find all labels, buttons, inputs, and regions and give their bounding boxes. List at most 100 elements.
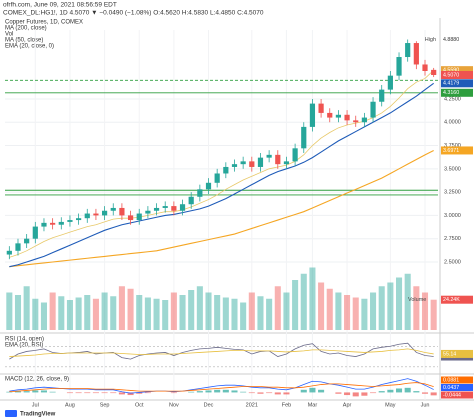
macd-hist-bar xyxy=(49,391,56,393)
macd-hist-bar xyxy=(370,392,377,394)
macd-hist-bar xyxy=(75,392,82,394)
volume-bar xyxy=(40,302,48,330)
volume-bar xyxy=(101,292,108,330)
price-badge xyxy=(441,146,473,155)
x-tick-label: Dec xyxy=(204,402,214,408)
y-tick-label: 2.7500 xyxy=(444,236,461,242)
candle-body xyxy=(422,64,428,71)
signal-line xyxy=(9,382,434,393)
volume-bar xyxy=(214,295,221,330)
macd-hist-bar xyxy=(240,391,247,393)
volume-bar xyxy=(421,292,429,330)
volume-bar xyxy=(23,286,30,330)
macd-hist-bar xyxy=(110,392,117,394)
candle-body xyxy=(214,173,220,183)
candle-body xyxy=(223,166,229,174)
candle-body xyxy=(67,220,73,222)
volume-bar xyxy=(274,286,281,330)
volume-bar xyxy=(257,296,264,330)
candle-body xyxy=(344,114,350,121)
price-badge-label: 4.3160 xyxy=(443,90,459,96)
volume-bar xyxy=(196,286,203,330)
macd-badge xyxy=(441,376,473,384)
macd-badge-label: 0.0881 xyxy=(443,377,459,383)
price-badge-label: 3.6971 xyxy=(443,148,459,154)
volume-bar xyxy=(179,295,186,330)
x-tick-label: Aug xyxy=(65,402,75,408)
volume-badge-label: 24.24K xyxy=(443,297,460,303)
volume-bar xyxy=(110,296,117,330)
candle-body xyxy=(50,222,56,225)
y-tick-label: 2.5000 xyxy=(444,259,461,265)
x-tick-label: Mar xyxy=(308,402,318,408)
macd-line xyxy=(9,378,434,394)
candle-body xyxy=(171,206,177,211)
candle-body xyxy=(275,154,281,165)
volume-bar xyxy=(144,297,151,330)
volume-bar xyxy=(188,290,195,330)
legend-entry: EMA (20, close, 0) xyxy=(5,44,54,50)
y-tick-label: 3.0000 xyxy=(444,213,461,219)
macd-hist-bar xyxy=(101,392,108,394)
rsi-ema-line xyxy=(9,348,434,357)
macd-hist-bar xyxy=(222,389,229,393)
y-tick-label: 3.5000 xyxy=(444,166,461,172)
volume-bar xyxy=(75,297,82,330)
volume-bar xyxy=(326,288,333,330)
candle-body xyxy=(292,148,298,162)
macd-hist-bar xyxy=(335,392,342,394)
volume-bar xyxy=(127,288,134,330)
rsi-ema-title: EMA (20, RSI) xyxy=(5,343,43,349)
macd-hist-bar xyxy=(300,389,307,393)
volume-bar xyxy=(14,295,22,330)
volume-bar xyxy=(300,273,307,330)
rsi-badge xyxy=(441,349,473,358)
y-tick-label: 3.7500 xyxy=(444,143,461,149)
volume-bar xyxy=(395,277,403,330)
chart-title: Copper Futures, 1D, COMEX xyxy=(5,20,83,26)
volume-bar xyxy=(266,298,273,330)
candle-body xyxy=(179,204,186,211)
volume-bar xyxy=(222,297,229,330)
candle-body xyxy=(127,215,134,221)
candle-body xyxy=(405,43,411,58)
macd-hist-bar xyxy=(378,391,385,393)
candle-body xyxy=(136,213,142,221)
macd-hist-bar xyxy=(23,391,30,393)
candle-body xyxy=(41,222,47,227)
macd-hist-bar xyxy=(66,392,73,394)
price-badge-name: High xyxy=(425,37,436,43)
macd-hist-bar xyxy=(118,392,125,395)
volume-bar xyxy=(92,298,99,330)
candle-body xyxy=(58,221,64,225)
macd-hist-bar xyxy=(84,392,91,394)
macd-hist-bar xyxy=(413,391,420,393)
candle-body xyxy=(119,207,125,216)
candle-body xyxy=(396,57,402,76)
candle-body xyxy=(327,112,333,118)
footer-brand: TradingView xyxy=(20,412,56,418)
candle-body xyxy=(309,103,316,127)
rsi-badge-label: 55.14 xyxy=(443,351,456,357)
x-tick-label: 2021 xyxy=(246,402,258,408)
price-badge-label: 4.5590 xyxy=(443,68,459,74)
candle-body xyxy=(431,69,437,75)
candle-body xyxy=(240,161,246,165)
volume-bar xyxy=(58,296,65,330)
volume-bar xyxy=(170,292,177,330)
volume-bar xyxy=(240,302,247,330)
macd-hist-bar xyxy=(421,392,429,394)
macd-hist-bar xyxy=(32,390,39,393)
candle-body xyxy=(266,154,272,158)
macd-hist-bar xyxy=(274,392,281,395)
macd-hist-bar xyxy=(205,390,212,393)
legend-entry: Vol xyxy=(5,32,13,38)
candle-body xyxy=(379,89,385,102)
volume-bar xyxy=(352,297,359,330)
macd-hist-bar xyxy=(430,392,437,396)
legend-entry: MA (50, close) xyxy=(5,38,43,44)
macd-hist-bar xyxy=(309,387,316,393)
rsi-title: RSI (14, open) xyxy=(5,337,44,343)
macd-title: MACD (12, 26, close, 9) xyxy=(5,377,69,383)
macd-hist-bar xyxy=(231,390,238,393)
